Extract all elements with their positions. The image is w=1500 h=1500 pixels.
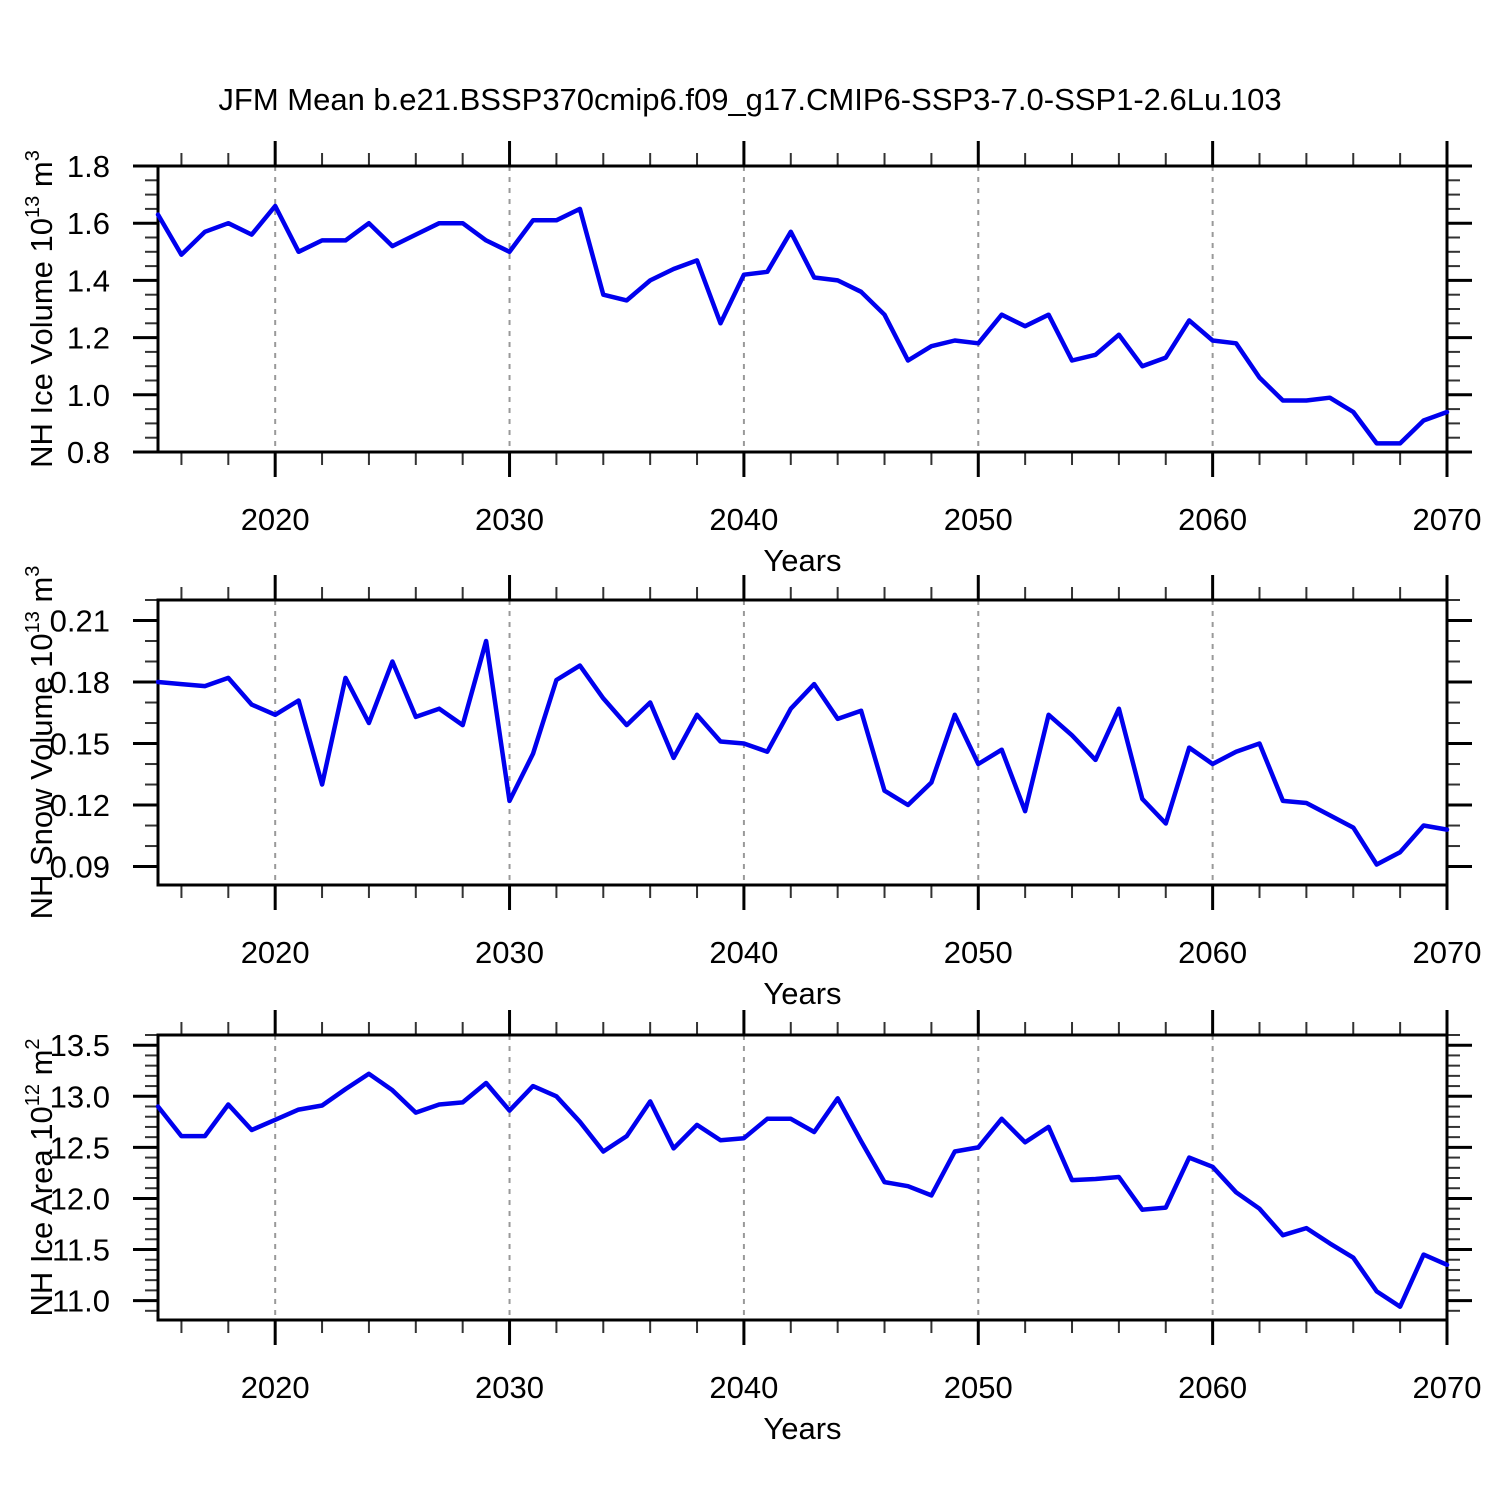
x-tick-label: 2040 <box>709 502 778 537</box>
y-tick-label: 0.15 <box>50 727 110 762</box>
y-tick-label: 11.5 <box>52 1233 110 1268</box>
y-tick-label: 1.4 <box>67 263 110 298</box>
x-axis-label: Years <box>763 976 841 1011</box>
plot-frame <box>156 598 1449 887</box>
x-axis-label: Years <box>763 1411 841 1446</box>
y-tick-label: 1.2 <box>67 321 110 356</box>
x-tick-label: 2050 <box>944 935 1013 970</box>
y-axis-label: NH Ice Area 1012 m2 <box>22 1038 59 1316</box>
chart-title: JFM Mean b.e21.BSSP370cmip6.f09_g17.CMIP… <box>218 82 1282 117</box>
x-tick-label: 2050 <box>944 502 1013 537</box>
y-tick-label: 0.09 <box>50 850 110 885</box>
x-tick-label: 2070 <box>1413 935 1482 970</box>
x-tick-label: 2020 <box>241 502 310 537</box>
y-tick-label: 11.0 <box>52 1284 110 1319</box>
x-tick-label: 2060 <box>1178 502 1247 537</box>
x-tick-label: 2040 <box>709 935 778 970</box>
y-tick-label: 13.0 <box>50 1079 110 1114</box>
y-tick-label: 12.0 <box>50 1181 110 1216</box>
data-line-nh-ice-area <box>155 1071 1450 1309</box>
y-tick-label: 0.12 <box>50 788 110 823</box>
data-line-nh-ice-volume <box>155 203 1450 446</box>
x-tick-label: 2070 <box>1413 502 1482 537</box>
y-tick-label: 12.5 <box>50 1130 110 1165</box>
x-tick-label: 2030 <box>475 935 544 970</box>
x-tick-label: 2030 <box>475 502 544 537</box>
x-tick-label: 2060 <box>1178 1370 1247 1405</box>
plot-frame <box>156 164 1449 454</box>
data-line-nh-snow-volume <box>155 638 1450 867</box>
x-tick-label: 2070 <box>1413 1370 1482 1405</box>
x-axis-label: Years <box>763 543 841 578</box>
y-tick-label: 0.8 <box>67 435 110 470</box>
y-tick-label: 0.21 <box>50 604 110 639</box>
x-tick-label: 2060 <box>1178 935 1247 970</box>
y-axis-label: NH Ice Volume 1013 m3 <box>22 150 59 468</box>
x-tick-label: 2040 <box>709 1370 778 1405</box>
x-tick-label: 2050 <box>944 1370 1013 1405</box>
panel-nh-ice-volume: 2020 2030 2040 2050 2060 2070 0.8 1.0 1.2 1.4 1.6 1… <box>22 141 1481 578</box>
y-tick-label: 13.5 <box>50 1028 110 1063</box>
x-tick-label: 2020 <box>241 1370 310 1405</box>
plot-frame <box>156 1033 1449 1322</box>
x-tick-label: 2030 <box>475 1370 544 1405</box>
y-axis-label: NH Snow Volume 1013 m3 <box>22 566 59 920</box>
y-tick-label: 0.18 <box>50 665 110 700</box>
panel-nh-ice-area: 2020 2030 2040 2050 2060 2070 11.0 11.5 12.0 12.5… <box>22 1010 1481 1446</box>
y-tick-label: 1.0 <box>67 378 110 413</box>
y-tick-label: 1.8 <box>67 149 110 184</box>
panel-nh-snow-volume: 2020 2030 2040 2050 2060 2070 0.09 0.12 0.15 0.18… <box>22 566 1481 1011</box>
x-tick-label: 2020 <box>241 935 310 970</box>
y-tick-label: 1.6 <box>67 206 110 241</box>
